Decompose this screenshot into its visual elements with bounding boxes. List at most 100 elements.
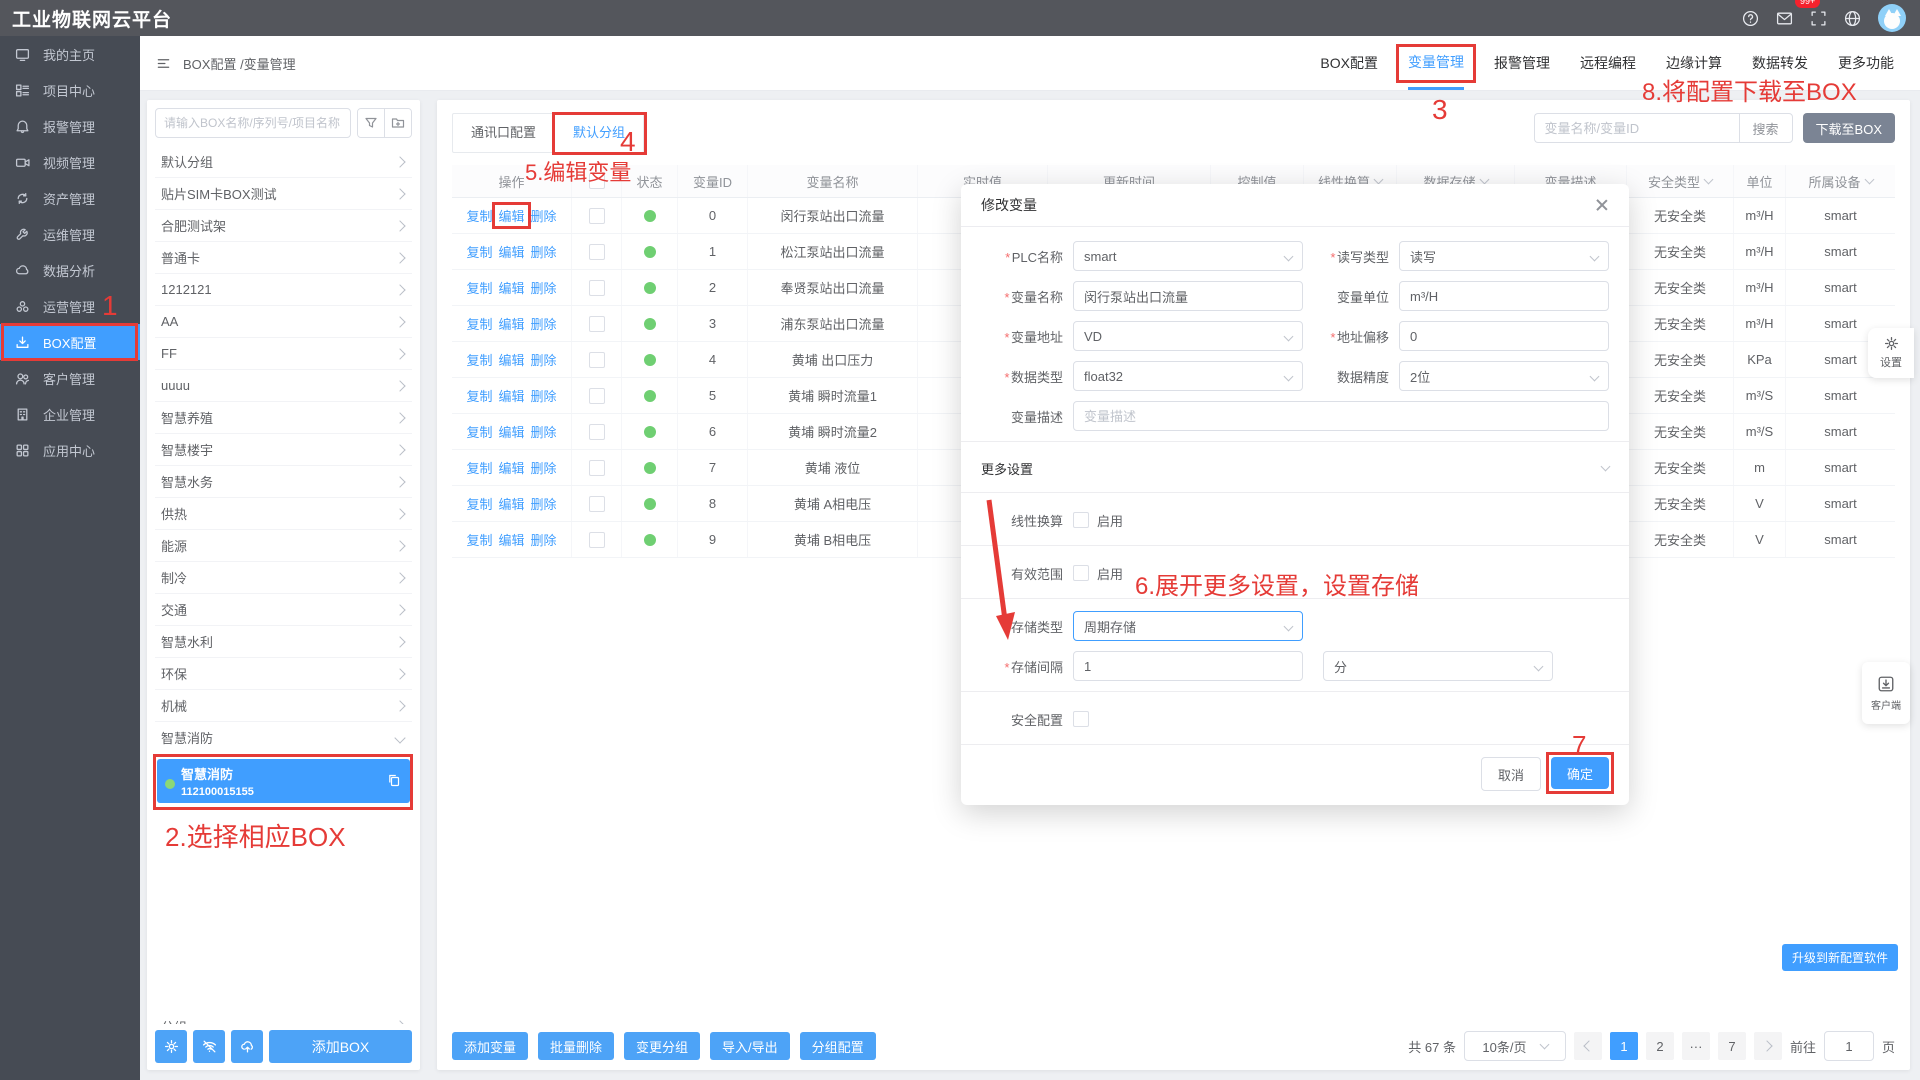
storage-interval-field[interactable] — [1073, 651, 1303, 681]
delete-link[interactable]: 删除 — [530, 461, 557, 476]
page-2-button[interactable]: 2 — [1645, 1032, 1674, 1060]
edit-link[interactable]: 编辑 — [498, 317, 525, 332]
group-item[interactable]: 智慧水务 — [155, 466, 412, 498]
group-item-expanded[interactable]: 智慧消防 — [155, 722, 412, 753]
tab-more-features[interactable]: 更多功能 — [1838, 55, 1894, 71]
row-checkbox[interactable] — [588, 279, 605, 296]
sidebar-item-projects[interactable]: 项目中心 — [0, 72, 140, 108]
bulk-delete-button[interactable]: 批量删除 — [538, 1032, 615, 1060]
row-checkbox[interactable] — [588, 207, 605, 224]
collapse-menu-icon[interactable] — [156, 56, 171, 71]
download-to-box-button[interactable]: 下载至BOX — [1802, 113, 1895, 143]
selected-box-card[interactable]: 智慧消防 112100015155 — [153, 754, 413, 810]
add-variable-button[interactable]: 添加变量 — [452, 1032, 529, 1060]
edit-link[interactable]: 编辑 — [498, 281, 525, 296]
var-addr-select[interactable]: VD — [1073, 321, 1303, 351]
sidebar-item-video[interactable]: 视频管理 — [0, 144, 140, 180]
sidebar-item-assets[interactable]: 资产管理 — [0, 180, 140, 216]
add-folder-icon[interactable] — [384, 109, 411, 137]
sidebar-item-box-config[interactable]: BOX配置 — [0, 323, 140, 361]
addr-offset-field[interactable] — [1399, 321, 1609, 351]
edit-link[interactable]: 编辑 — [498, 389, 525, 404]
group-item[interactable]: 供热 — [155, 498, 412, 530]
delete-link[interactable]: 删除 — [530, 353, 557, 368]
delete-link[interactable]: 删除 — [530, 281, 557, 296]
storage-type-select[interactable]: 周期存储 — [1073, 611, 1303, 641]
row-checkbox[interactable] — [588, 351, 605, 368]
linear-enable-checkbox[interactable] — [1073, 512, 1089, 528]
edit-link[interactable]: 编辑 — [498, 533, 525, 548]
group-item[interactable]: 贴片SIM卡BOX测试 — [155, 178, 412, 210]
group-item[interactable]: 能源 — [155, 530, 412, 562]
edit-link[interactable]: 编辑 — [498, 425, 525, 440]
add-box-button[interactable]: 添加BOX — [269, 1030, 412, 1063]
page-size-select[interactable]: 10条/页 — [1463, 1031, 1566, 1061]
prev-page-button[interactable] — [1573, 1032, 1602, 1060]
group-item[interactable]: 环保 — [155, 658, 412, 690]
search-button[interactable]: 搜索 — [1738, 113, 1793, 143]
copy-link[interactable]: 复制 — [466, 533, 493, 548]
sidebar-item-enterprise[interactable]: 企业管理 — [0, 396, 140, 432]
sidebar-item-operation[interactable]: 运营管理 — [0, 288, 140, 324]
interval-unit-select[interactable]: 分 — [1323, 651, 1553, 681]
group-item[interactable]: FF — [155, 338, 412, 370]
tab-edge-computing[interactable]: 边缘计算 — [1666, 55, 1722, 71]
group-item[interactable]: 默认分组 — [155, 146, 412, 178]
settings-float-button[interactable]: 设置 — [1868, 328, 1914, 378]
delete-link[interactable]: 删除 — [530, 317, 557, 332]
group-item[interactable]: 机械 — [155, 690, 412, 722]
upgrade-config-button[interactable]: 升级到新配置软件 — [1782, 944, 1899, 971]
row-checkbox[interactable] — [588, 387, 605, 404]
row-checkbox[interactable] — [588, 423, 605, 440]
mail-icon[interactable] — [1776, 10, 1793, 27]
language-globe-icon[interactable] — [1844, 10, 1861, 27]
var-name-field[interactable] — [1073, 281, 1303, 311]
edit-link[interactable]: 编辑 — [498, 497, 525, 512]
group-item[interactable]: 交通 — [155, 594, 412, 626]
tab-remote-programming[interactable]: 远程编程 — [1580, 55, 1636, 71]
confirm-button[interactable]: 确定 — [1545, 752, 1614, 794]
precision-select[interactable]: 2位 — [1399, 361, 1609, 391]
tab-comm-port[interactable]: 通讯口配置 — [471, 125, 537, 140]
fullscreen-icon[interactable] — [1810, 10, 1827, 27]
row-checkbox[interactable] — [588, 459, 605, 476]
copy-link[interactable]: 复制 — [466, 353, 493, 368]
filter-funnel-icon[interactable] — [358, 109, 384, 137]
change-group-button[interactable]: 变更分组 — [624, 1032, 701, 1060]
box-search-input[interactable] — [155, 108, 351, 138]
goto-page-input[interactable] — [1823, 1031, 1874, 1061]
copy-link[interactable]: 复制 — [466, 245, 493, 260]
user-avatar[interactable] — [1878, 4, 1906, 32]
more-settings-toggle[interactable]: 更多设置 — [981, 454, 1611, 482]
copy-link[interactable]: 复制 — [466, 461, 493, 476]
copy-link[interactable]: 复制 — [466, 317, 493, 332]
group-config-button[interactable]: 分组配置 — [799, 1032, 876, 1060]
group-item[interactable]: 智慧水利 — [155, 626, 412, 658]
import-export-button[interactable]: 导入/导出 — [710, 1032, 790, 1060]
group-item[interactable]: 制冷 — [155, 562, 412, 594]
col-header-security[interactable]: 安全类型 — [1627, 165, 1734, 197]
var-unit-field[interactable] — [1399, 281, 1609, 311]
security-config-checkbox[interactable] — [1073, 711, 1089, 727]
delete-link[interactable]: 删除 — [530, 425, 557, 440]
page-1-button[interactable]: 1 — [1609, 1032, 1638, 1060]
select-all-checkbox[interactable] — [588, 173, 605, 189]
range-enable-checkbox[interactable] — [1073, 565, 1089, 581]
edit-link[interactable]: 编辑 — [498, 245, 525, 260]
group-item[interactable]: 1212121 — [155, 274, 412, 306]
next-page-button[interactable] — [1753, 1032, 1782, 1060]
row-checkbox[interactable] — [588, 495, 605, 512]
row-checkbox[interactable] — [588, 243, 605, 260]
sidebar-item-ops[interactable]: 运维管理 — [0, 216, 140, 252]
var-desc-field[interactable] — [1073, 401, 1609, 431]
copy-link[interactable]: 复制 — [466, 389, 493, 404]
page-7-button[interactable]: 7 — [1717, 1032, 1746, 1060]
cloud-upload-button[interactable] — [231, 1030, 263, 1063]
tab-data-forwarding[interactable]: 数据转发 — [1752, 55, 1808, 71]
sidebar-item-analytics[interactable]: 数据分析 — [0, 252, 140, 288]
group-item[interactable]: AA — [155, 306, 412, 338]
help-icon[interactable] — [1742, 10, 1759, 27]
settings-gear-button[interactable] — [155, 1030, 187, 1063]
delete-link[interactable]: 删除 — [530, 533, 557, 548]
delete-link[interactable]: 删除 — [530, 497, 557, 512]
